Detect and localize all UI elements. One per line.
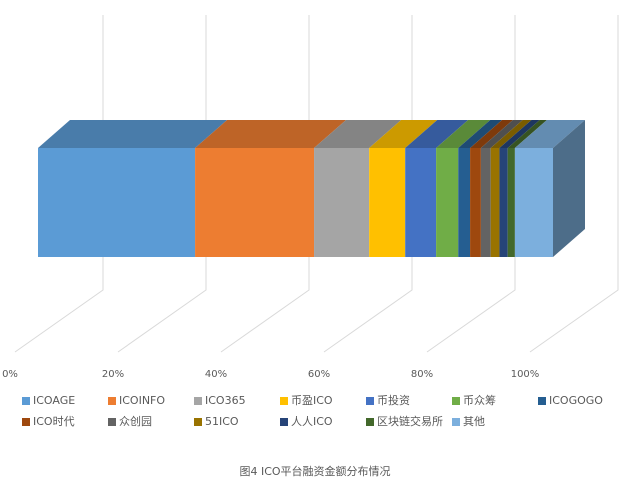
bar [405,148,437,257]
legend-label: 币盈ICO [291,394,333,407]
bar-top [458,120,503,148]
legend-swatch [108,418,116,426]
legend-label: 币投资 [377,393,410,407]
legend-swatch [366,418,374,426]
legend-swatch [108,397,116,405]
bar [514,148,553,257]
bar-top [507,120,547,148]
bar [314,148,370,257]
legend-swatch [22,397,30,405]
x-tick-label: 20% [102,369,124,380]
legend-label: 51ICO [205,415,239,428]
legend-label: 人人ICO [291,415,333,428]
bar-side [553,120,585,257]
bar [507,148,515,257]
bar-top [480,120,523,148]
bar-top [369,120,438,148]
legend-label: ICO时代 [33,415,75,428]
x-tick-label: 0% [2,369,18,380]
bar-top [405,120,469,148]
legend-swatch [538,397,546,405]
legend-swatch [22,418,30,426]
bar-top [314,120,402,148]
legend-swatch [366,397,374,405]
legend-swatch [194,397,202,405]
grid-line [117,15,207,353]
grid-line [220,15,310,353]
grid-line [426,15,516,353]
bar [195,148,315,257]
legend-swatch [452,418,460,426]
bar-top [195,120,347,148]
x-tick-label: 100% [511,369,540,380]
x-tick-label: 80% [411,369,433,380]
legend-label: 区块链交易所 [377,414,443,428]
legend-swatch [280,397,288,405]
bar-top [499,120,540,148]
bar-top [514,120,585,148]
x-tick-label: 60% [308,369,330,380]
legend-label: 其他 [463,415,485,428]
legend-label: 众创园 [119,415,152,428]
bar [369,148,406,257]
legend-label: ICOINFO [119,394,165,407]
grid-line [323,15,413,353]
bar [458,148,471,257]
bar-top [470,120,513,148]
bar [38,148,196,257]
chart-caption: 图4 ICO平台融资金额分布情况 [239,464,390,478]
legend-label: ICOGOGO [549,394,603,407]
bar [470,148,481,257]
legend-swatch [452,397,460,405]
bar-top [38,120,228,148]
bar-top [436,120,491,148]
legend-swatch [280,418,288,426]
bar [490,148,500,257]
grid-line [529,15,619,353]
grid-line [14,15,104,353]
legend-label: 币众筹 [463,393,496,407]
bar [480,148,491,257]
bar [436,148,459,257]
bar [499,148,508,257]
legend-label: ICOAGE [33,394,75,407]
bar-top [490,120,532,148]
legend-swatch [194,418,202,426]
legend-label: ICO365 [205,394,246,407]
x-tick-label: 40% [205,369,227,380]
